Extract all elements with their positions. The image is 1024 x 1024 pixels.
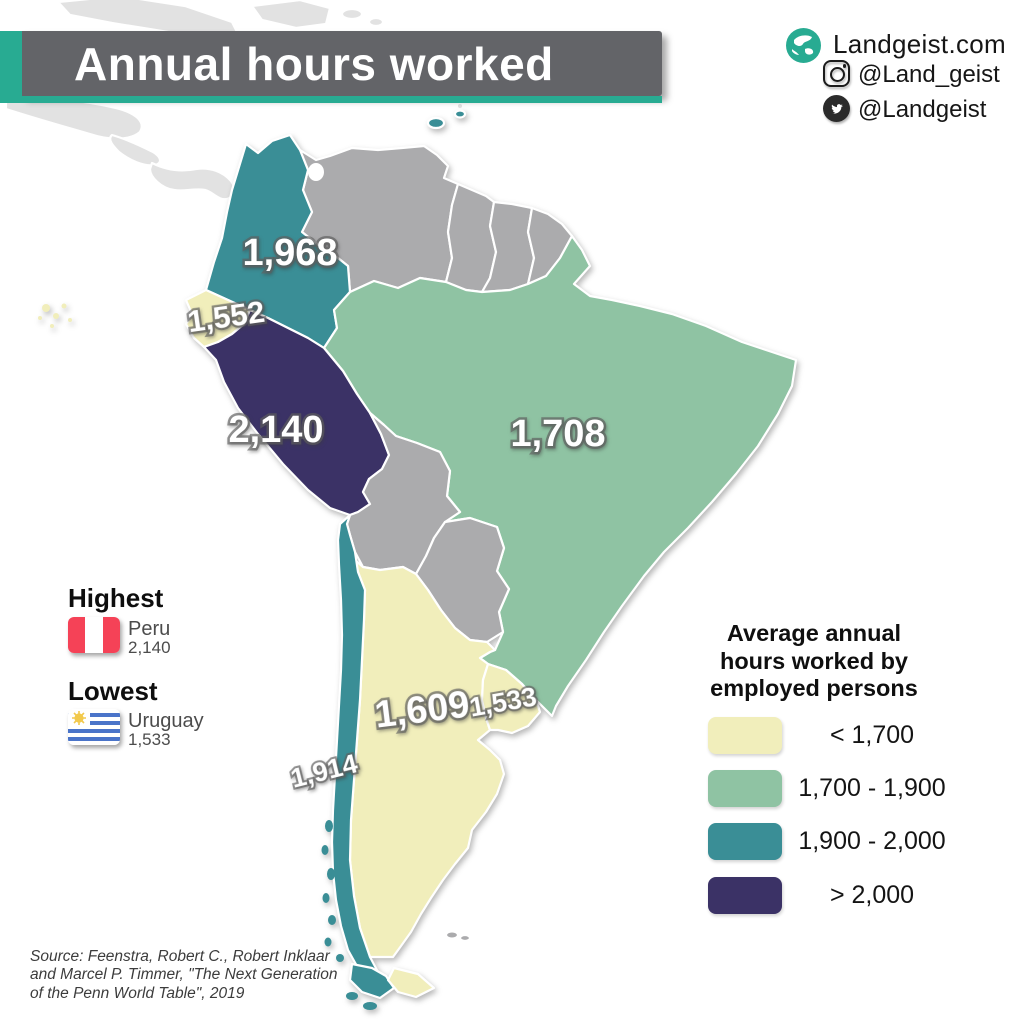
legend-row: > 2,000 (708, 877, 968, 914)
label-colombia: 1,968 (242, 232, 337, 274)
source-line: Source: Feenstra, Robert C., Robert Inkl… (30, 948, 330, 965)
caribbean-island-east (250, 0, 332, 30)
legend-title-line: Average annual (726, 620, 902, 646)
uruguay-flag (68, 709, 120, 745)
central-america-north (4, 96, 143, 140)
country-uruguay (480, 662, 542, 735)
legend-label: < 1,700 (829, 721, 915, 749)
title-banner: Annual hours worked (22, 31, 662, 96)
tierra-del-fuego-argentina (386, 966, 436, 999)
highest-title: Highest (68, 583, 164, 613)
legend-label: > 2,000 (829, 881, 915, 909)
twitter-handle[interactable]: @Landgeist (858, 96, 987, 123)
lake-maracaibo (308, 163, 324, 181)
source-line: of the Penn World Table", 2019 (30, 984, 245, 1002)
uruguay-flag-art (68, 709, 120, 745)
source-citation: Source: Feenstra, Robert C., Robert Inkl… (30, 948, 337, 1003)
legend-row: 1,900 - 2,000 (708, 823, 968, 860)
instagram-handle[interactable]: @Land_geist (858, 61, 1000, 88)
caribbean-islet (340, 7, 364, 21)
peru-flag (68, 617, 120, 653)
label-peru: 2,140 (228, 409, 323, 451)
twitter-bird-icon (831, 103, 843, 114)
lowest-title: Lowest (68, 676, 158, 706)
galapagos-islands (38, 303, 72, 328)
instagram-icon[interactable] (823, 60, 850, 87)
highest-value: 2,140 (128, 638, 171, 657)
central-america-panama (148, 161, 236, 201)
antilles-dot (458, 104, 462, 108)
legend-row: < 1,700 (708, 717, 968, 754)
country-tobago (453, 109, 467, 119)
falkland-islands (444, 930, 460, 940)
legend-swatch-yellow (708, 717, 782, 754)
country-trinidad (426, 116, 446, 130)
legend-row: 1,700 - 1,900 (708, 770, 968, 807)
falkland-islands (458, 933, 472, 943)
banner-accent-block (0, 31, 22, 103)
legend-title: Average annual hours worked by employed … (690, 620, 938, 703)
legend-title-line: hours worked by (719, 647, 909, 674)
highest-country: Peru (128, 618, 171, 640)
label-brazil: 1,708 (510, 413, 605, 455)
legend-title-line: employed persons (710, 675, 918, 702)
country-guyana (444, 182, 498, 294)
legend-label: 1,700 - 1,900 (798, 774, 946, 802)
uruguay-sun (74, 713, 84, 723)
source-line: and Marcel P. Timmer, "The Next Generati… (30, 966, 338, 984)
lowest-value: 1,533 (128, 730, 171, 749)
legend-swatch-navy (708, 877, 782, 914)
central-america-costa-rica (109, 133, 162, 167)
tierra-del-fuego-chile (348, 962, 396, 1000)
page-title: Annual hours worked (74, 37, 554, 90)
legend-label: 1,900 - 2,000 (798, 827, 946, 855)
globe-icon (786, 28, 821, 63)
lowest-country: Uruguay (128, 710, 204, 732)
chile-archipelago (321, 820, 377, 1010)
banner-underline (22, 96, 662, 103)
twitter-icon[interactable] (823, 95, 850, 122)
legend-swatch-green (708, 770, 782, 807)
context-landmasses (4, 0, 472, 943)
legend-swatch-teal (708, 823, 782, 860)
caribbean-islet (367, 16, 385, 28)
site-link[interactable]: Landgeist.com (833, 29, 1007, 59)
